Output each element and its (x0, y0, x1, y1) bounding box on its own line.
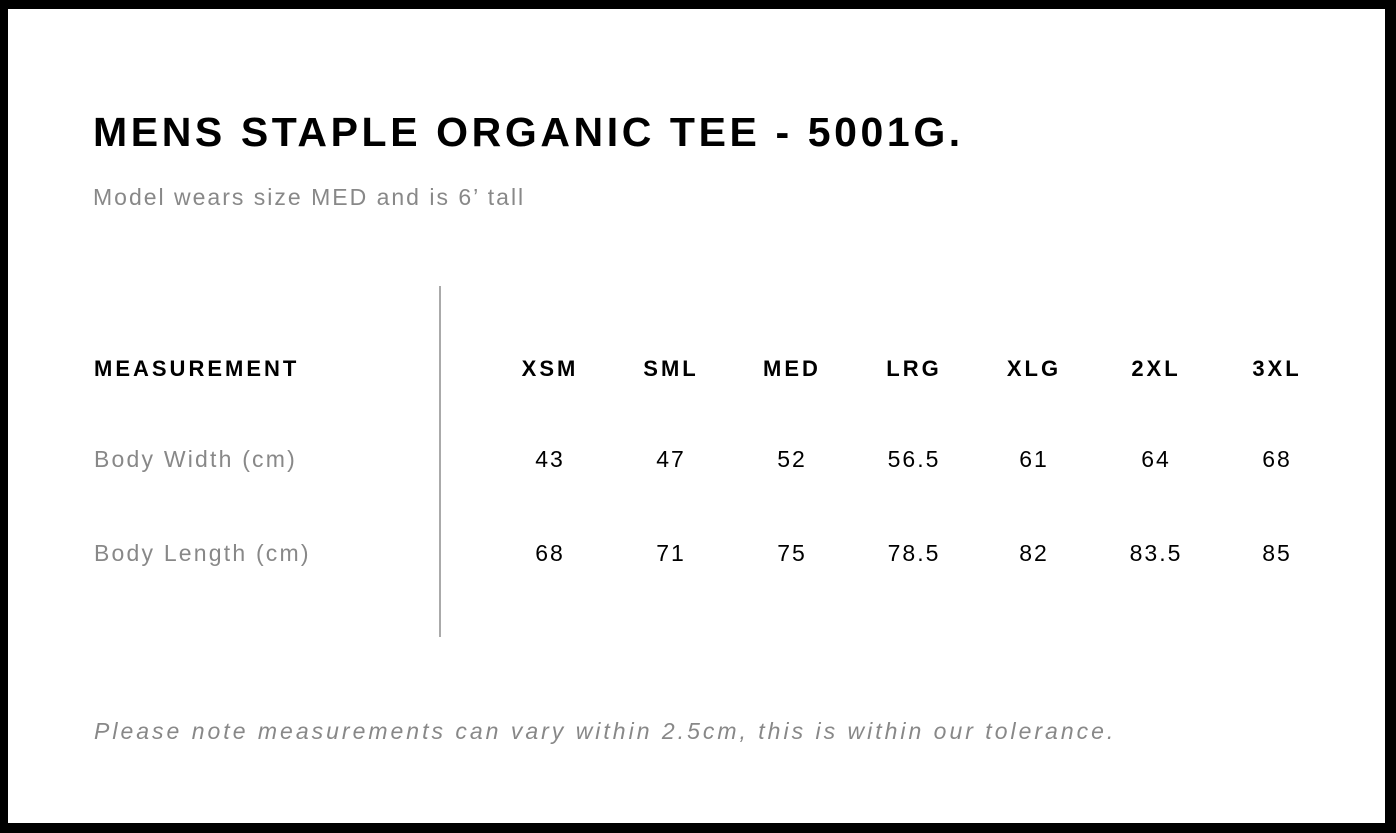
table-cell: 47 (656, 446, 686, 472)
table-cell: 75 (777, 540, 807, 566)
size-header-lrg: LRG (886, 356, 942, 381)
column-divider (439, 286, 441, 637)
table-cell: 61 (1019, 446, 1049, 472)
row-label: Body Width (cm) (94, 446, 297, 472)
table-cell: 71 (656, 540, 686, 566)
size-header-med: MED (763, 356, 821, 381)
table-cell: 82 (1019, 540, 1049, 566)
size-header-xlg: XLG (1006, 356, 1062, 381)
table-cell: 68 (1262, 446, 1292, 472)
table-cell: 56.5 (887, 446, 941, 472)
measurement-header: MEASUREMENT (94, 356, 300, 381)
row-label: Body Length (cm) (94, 540, 311, 566)
model-note: Model wears size MED and is 6’ tall (93, 184, 526, 210)
page-title: MENS STAPLE ORGANIC TEE - 5001G. (93, 109, 964, 155)
table-cell: 68 (535, 540, 565, 566)
size-header-sml: SML (643, 356, 699, 381)
table-cell: 43 (535, 446, 565, 472)
table-cell: 85 (1262, 540, 1292, 566)
size-header-2xl: 2XL (1131, 356, 1181, 381)
size-header-xsm: XSM (521, 356, 579, 381)
size-header-3xl: 3XL (1252, 356, 1302, 381)
table-cell: 78.5 (887, 540, 941, 566)
table-cell: 64 (1141, 446, 1171, 472)
table-cell: 52 (777, 446, 807, 472)
tolerance-note: Please note measurements can vary within… (94, 718, 1117, 744)
size-chart-card: MENS STAPLE ORGANIC TEE - 5001G. Model w… (8, 9, 1385, 823)
table-cell: 83.5 (1129, 540, 1183, 566)
